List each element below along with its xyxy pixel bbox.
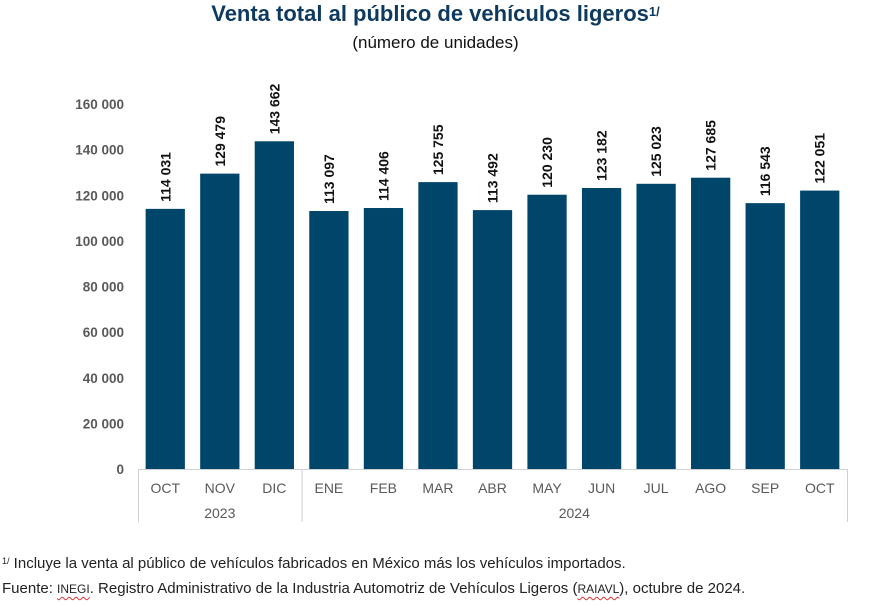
x-tick-label: MAR	[422, 480, 453, 496]
footnote-note-text: Incluye la venta al público de vehículos…	[9, 555, 626, 572]
bar	[636, 183, 676, 470]
x-tick-label: DIC	[262, 480, 286, 496]
data-label: 143 662	[266, 83, 282, 134]
x-tick-label: FEB	[370, 480, 397, 496]
source-suffix: ), octubre de 2024.	[619, 580, 746, 597]
footnote-note: 1/ Incluye la venta al público de vehícu…	[2, 555, 626, 572]
y-tick-label: 140 000	[75, 143, 124, 158]
data-label: 125 023	[648, 126, 664, 177]
y-tick-label: 80 000	[83, 280, 124, 295]
bar	[745, 203, 785, 469]
data-label: 114 031	[157, 152, 173, 202]
data-label: 129 479	[212, 116, 228, 167]
bar	[145, 208, 185, 470]
y-tick-label: 0	[116, 462, 124, 477]
bar	[472, 210, 513, 469]
y-tick-label: 100 000	[75, 234, 124, 249]
x-axis: OCT NOV DIC ENE FEB MAR ABR MAY JUN JUL AGO SEP OCT 2…	[138, 469, 848, 522]
x-tick-label: SEP	[751, 480, 779, 496]
bars	[145, 141, 840, 470]
footnote-marker: 1/	[2, 556, 10, 566]
x-tick-label: OCT	[805, 480, 835, 496]
bar	[309, 210, 349, 469]
data-labels: 114 031 129 479 143 662 113 097 114 406 125 7…	[157, 83, 827, 204]
chart-title: Venta total al público de vehículos lige…	[0, 0, 871, 28]
x-tick-label: AGO	[695, 480, 726, 496]
data-label: 113 097	[321, 154, 337, 204]
data-label: 127 685	[703, 120, 719, 171]
bar-chart: 0 20 000 40 000 60 000 80 000 100 000 120 000 1…	[75, 83, 848, 522]
x-group-label: 2023	[204, 505, 235, 521]
footnote-source: Fuente: INEGI. Registro Administrativo d…	[2, 580, 745, 597]
x-tick-label: JUL	[644, 480, 669, 496]
chart-subtitle: (número de unidades)	[352, 33, 519, 52]
source-org: INEGI	[57, 582, 90, 596]
x-tick-label: MAY	[532, 480, 562, 496]
chart-title-text: Venta total al público de vehículos lige…	[211, 1, 649, 26]
data-label: 123 182	[594, 130, 610, 181]
x-group-label: 2024	[559, 505, 590, 521]
x-tick-label: ABR	[478, 480, 507, 496]
data-label: 122 051	[812, 133, 828, 184]
source-prefix: Fuente:	[2, 580, 58, 597]
data-label: 120 230	[539, 137, 555, 188]
x-tick-label: JUN	[588, 480, 615, 496]
data-label: 114 406	[375, 151, 391, 201]
bar	[691, 177, 731, 469]
y-tick-label: 20 000	[83, 416, 124, 431]
source-middle: . Registro Administrativo de la Industri…	[89, 580, 578, 597]
x-tick-label: OCT	[150, 480, 180, 496]
bar	[527, 194, 567, 469]
y-tick-label: 40 000	[83, 371, 124, 386]
y-tick-label: 160 000	[75, 97, 124, 112]
bar	[581, 187, 622, 469]
bar	[200, 173, 240, 469]
data-label: 125 755	[430, 124, 446, 175]
data-label: 113 492	[485, 153, 501, 203]
bar	[254, 141, 294, 469]
title-footnote-marker: 1/	[648, 4, 660, 19]
bar	[418, 182, 458, 469]
x-tick-label: NOV	[205, 480, 236, 496]
source-acronym: RAIAVL	[577, 582, 620, 596]
y-axis: 0 20 000 40 000 60 000 80 000 100 000 120 000 1…	[75, 97, 124, 477]
x-tick-label: ENE	[314, 480, 343, 496]
y-tick-label: 120 000	[75, 188, 124, 203]
bar	[800, 190, 840, 469]
bar	[363, 208, 404, 470]
y-tick-label: 60 000	[83, 325, 124, 340]
data-label: 116 543	[757, 146, 773, 196]
